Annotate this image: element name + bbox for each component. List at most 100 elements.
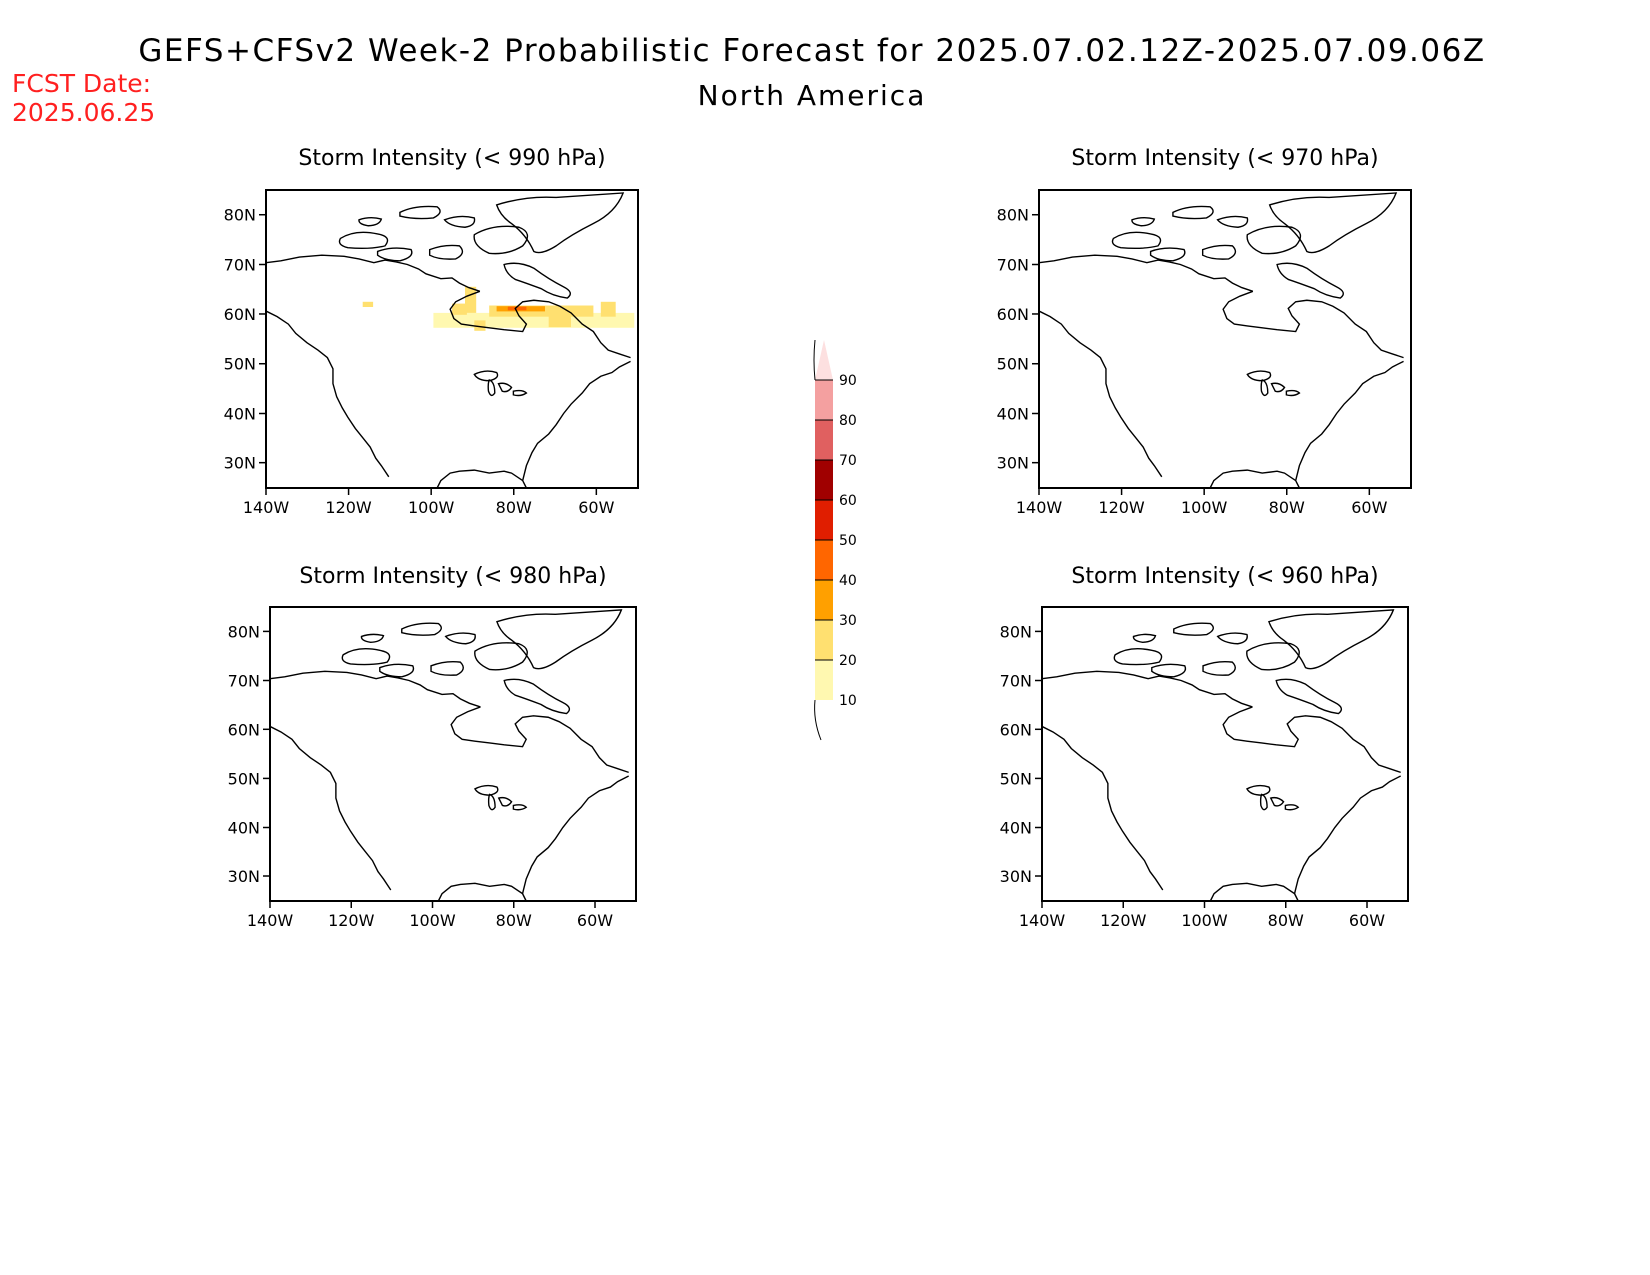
island-outline [376,247,413,262]
panel-title: Storm Intensity (< 990 hPa) [298,146,605,171]
colorbar-label: 50 [839,533,857,549]
colorbar-label: 10 [839,693,857,709]
island-outline [430,660,464,676]
island-outline [401,622,442,636]
coastline [1041,609,1401,902]
colorbar-segment [815,460,833,500]
lon-label: 100W [1181,498,1228,517]
lat-label: 50N [228,769,260,788]
lat-label: 80N [1000,622,1032,641]
probability-cell [452,303,467,315]
lat-label: 50N [997,355,1029,374]
island-outline [1268,609,1395,670]
colorbar-label: 90 [839,373,857,389]
fcst-date-label: FCST Date: [12,69,151,98]
island-outline [503,262,571,299]
island-outline [1275,678,1343,715]
lat-label: 60N [997,305,1029,324]
lat-label: 30N [228,867,260,886]
lat-label: 60N [224,305,256,324]
colorbar-segment [815,620,833,660]
coastline-path [1222,706,1401,774]
axis-ticks: 80N 70N 60N 50N 40N 30N 140W 120W 100W 80W 60W [1000,622,1386,930]
colorbar-segment [815,420,833,460]
lake-outline [512,389,528,397]
main-subtitle: North America [698,79,927,112]
colorbar-segment [815,500,833,540]
coastline [1038,192,1404,489]
island-outline [360,633,385,643]
lat-label: 70N [224,256,256,275]
axis-ticks: 80N 70N 60N 50N 40N 30N 140W 120W 100W 80W 60W [224,206,615,517]
island-outline [399,205,441,220]
island-outline [1276,262,1344,299]
lon-label: 140W [243,498,290,517]
lon-label: 100W [409,911,456,930]
probability-cell [600,301,616,317]
lat-label: 30N [224,454,256,473]
coastline-path [437,882,527,902]
colorbar-outline [814,699,822,741]
map-panel-990: Storm Intensity (< 990 hPa) 80N 70N 60N 50N… [224,146,639,517]
fcst-date-value: 2025.06.25 [12,98,155,127]
lat-label: 40N [228,819,260,838]
lon-label: 100W [408,498,455,517]
island-outline [1173,622,1214,636]
coastline-path [436,469,528,489]
lat-label: 60N [1000,720,1032,739]
island-outline [358,217,383,227]
coastline-path [1293,775,1401,894]
lat-label: 50N [224,355,256,374]
panel-title: Storm Intensity (< 980 hPa) [299,564,606,589]
lat-label: 70N [228,672,260,691]
lon-label: 140W [247,911,294,930]
colorbar-segment [815,380,833,420]
island-outline [1172,205,1214,220]
island-outline [496,609,623,670]
lake-outline [1285,389,1301,397]
lat-label: 40N [1000,819,1032,838]
coastline-path [1209,469,1301,489]
colorbar-segment [815,660,833,700]
lon-label: 120W [1100,911,1147,930]
map-frame [1038,189,1412,489]
island-outline [1246,225,1302,255]
lake-outline [473,784,499,796]
lake-outline [1245,784,1271,796]
coastline-path [265,254,481,292]
lon-label: 80W [496,498,532,517]
map-panel-960: Storm Intensity (< 960 hPa) 80N 70N 60N 50N… [1000,564,1409,930]
lat-label: 70N [1000,672,1032,691]
coastline-path [1209,882,1299,902]
probability-cell [362,301,374,307]
lake-outline [1259,793,1268,811]
island-outline [503,678,571,715]
island-outline [1131,217,1156,227]
lake-outline [1246,370,1272,382]
lon-label: 80W [1269,498,1305,517]
island-outline [338,231,389,250]
main-title: GEFS+CFSv2 Week-2 Probabilistic Forecast… [138,33,1485,69]
lon-label: 60W [1349,911,1385,930]
lake-outline [497,382,513,393]
lat-label: 40N [997,405,1029,424]
lon-label: 120W [328,911,375,930]
coastline [269,609,629,902]
island-outline [1202,660,1236,676]
coastline-path [1038,310,1163,478]
lake-outline [1270,382,1286,393]
probability-shading [362,286,635,331]
lat-label: 60N [228,720,260,739]
coastline-path [1038,254,1254,292]
island-outline [1111,231,1162,250]
map-panel-980: Storm Intensity (< 980 hPa) 80N 70N 60N 50N… [228,564,637,930]
lon-label: 100W [1181,911,1228,930]
colorbar-label: 70 [839,453,857,469]
island-outline [1268,192,1398,254]
colorbar-label: 30 [839,613,857,629]
colorbar-label: 80 [839,413,857,429]
panel-title: Storm Intensity (< 960 hPa) [1071,564,1378,589]
coastline-path [522,360,631,481]
coastline-path [1295,360,1404,481]
lon-label: 120W [1098,498,1145,517]
